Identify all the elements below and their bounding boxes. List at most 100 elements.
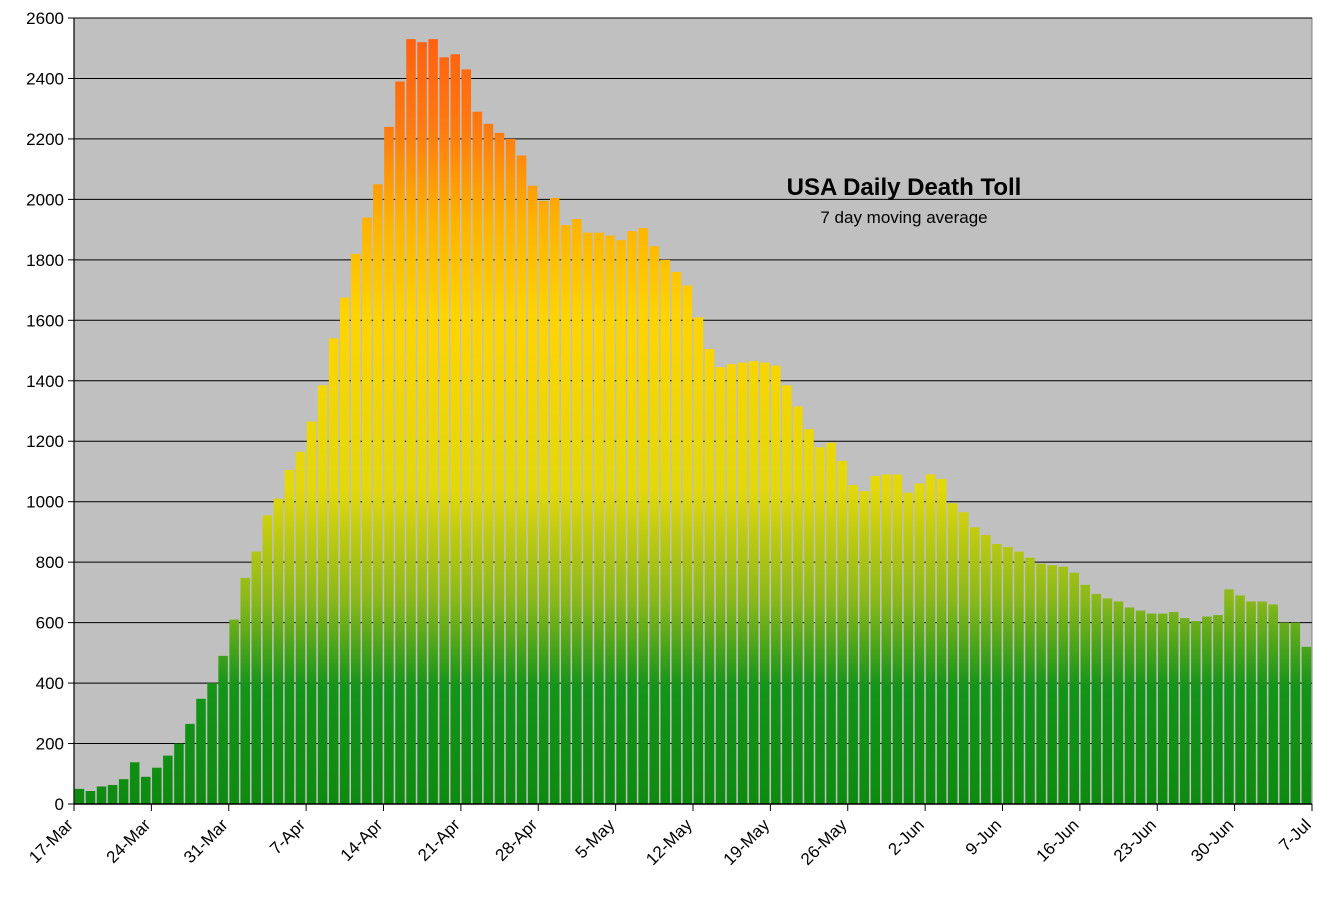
x-tick-labels: 17-Mar 24-Mar 31-Mar 7-Apr 14-Apr 21-Apr 28-Ap… <box>25 815 1315 869</box>
bar <box>804 429 814 804</box>
bar <box>793 406 803 804</box>
bar <box>748 361 759 804</box>
bar <box>638 228 648 805</box>
bar <box>903 492 914 804</box>
bar <box>1113 601 1124 804</box>
bar <box>936 479 947 804</box>
bar <box>538 200 549 804</box>
x-tick-label: 7-Jul <box>1275 815 1314 854</box>
bar <box>185 723 195 804</box>
bar <box>947 503 958 804</box>
y-tick-label: 1800 <box>26 251 64 270</box>
bar <box>848 485 858 804</box>
y-tick-label: 800 <box>36 553 64 572</box>
bar <box>1003 547 1013 804</box>
bar <box>704 349 715 804</box>
x-tick-label: 14-Apr <box>337 815 387 865</box>
axes <box>68 17 1313 811</box>
bar <box>583 232 593 804</box>
y-tick-label: 1000 <box>26 493 64 512</box>
bar <box>483 123 494 804</box>
bar <box>594 232 604 804</box>
bar <box>561 225 571 804</box>
y-tick-label: 2600 <box>26 9 64 28</box>
bar <box>693 317 704 804</box>
bar <box>207 683 217 804</box>
bar <box>1058 566 1068 804</box>
bar <box>174 743 184 804</box>
bar <box>527 185 538 804</box>
y-tick-label: 400 <box>36 674 64 693</box>
bar <box>1180 618 1190 804</box>
bar <box>96 786 107 804</box>
bar <box>273 498 284 804</box>
bar <box>605 235 615 804</box>
bar <box>262 515 273 804</box>
bar <box>1213 615 1223 804</box>
y-tick-label: 600 <box>36 614 64 633</box>
x-tick-label: 19-May <box>720 815 774 869</box>
bar <box>771 365 781 804</box>
bar <box>815 447 825 804</box>
bar <box>549 197 560 804</box>
bar <box>163 755 173 804</box>
bar <box>759 362 770 804</box>
x-tick-label: 2-Jun <box>884 815 928 859</box>
bar <box>129 762 140 804</box>
bar <box>1301 646 1312 804</box>
x-tick-label: 5-May <box>572 815 619 862</box>
bar <box>671 271 682 804</box>
bar <box>572 219 582 804</box>
bar <box>450 54 460 804</box>
bar <box>737 362 748 804</box>
bar <box>362 217 372 804</box>
bar <box>837 460 847 804</box>
x-tick-label: 17-Mar <box>25 815 77 867</box>
bar <box>1235 595 1245 804</box>
bar <box>859 491 869 804</box>
y-tick-label: 2400 <box>26 69 64 88</box>
x-tick-label: 24-Mar <box>103 815 155 867</box>
bar <box>107 784 118 804</box>
y-tick-labels: 0 200 400 600 800 1000 1200 1400 1600 1800 2000 220… <box>26 9 64 814</box>
bar <box>118 779 129 804</box>
bar <box>439 57 449 805</box>
bar <box>981 534 991 804</box>
bars <box>74 39 1312 805</box>
y-tick-label: 2200 <box>26 130 64 149</box>
bar <box>616 240 626 804</box>
bar <box>218 655 228 804</box>
bar <box>892 474 903 804</box>
bar <box>826 442 836 804</box>
x-tick-label: 12-May <box>642 815 696 869</box>
bar <box>1279 622 1290 804</box>
bar <box>1246 601 1256 804</box>
bar <box>1257 601 1267 804</box>
bar <box>1157 613 1168 804</box>
bar <box>914 483 925 804</box>
bar <box>1168 612 1179 804</box>
bar <box>395 81 405 805</box>
chart-title: USA Daily Death Toll <box>787 174 1022 201</box>
bar <box>726 364 737 804</box>
bar <box>682 285 693 804</box>
y-tick-label: 0 <box>55 795 64 814</box>
bar <box>992 544 1002 804</box>
bar <box>317 385 328 804</box>
bar <box>196 698 206 804</box>
bar <box>1124 607 1135 804</box>
x-tick-label: 7-Apr <box>266 815 309 858</box>
bar <box>1080 584 1091 804</box>
x-tick-label: 9-Jun <box>962 815 1006 859</box>
bar <box>85 791 96 804</box>
bar <box>284 469 295 804</box>
bar <box>660 259 671 805</box>
bar <box>649 246 659 805</box>
bar <box>925 474 936 804</box>
y-tick-label: 1200 <box>26 432 64 451</box>
bar <box>1290 622 1301 804</box>
bar <box>1224 589 1234 804</box>
bar <box>351 253 361 805</box>
bar <box>958 512 969 804</box>
